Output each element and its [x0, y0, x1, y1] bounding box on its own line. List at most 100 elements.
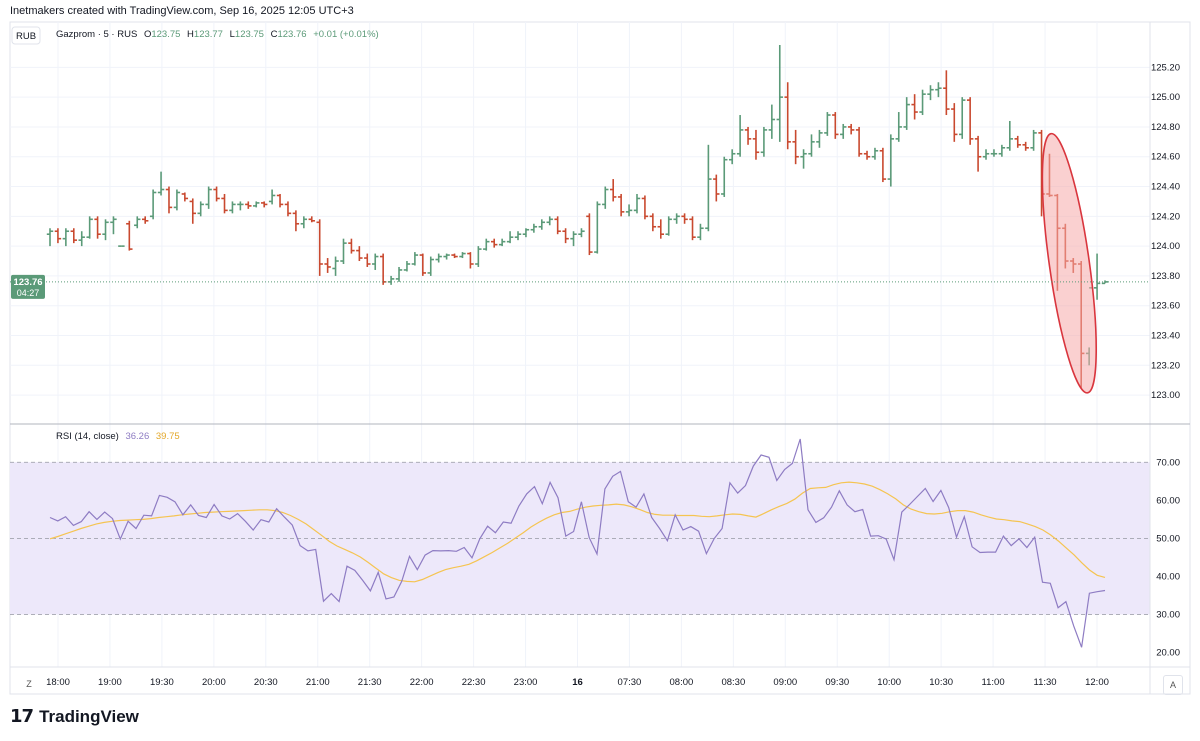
price-tick-label: 123.00 — [1151, 390, 1180, 401]
ohlc-bar — [697, 223, 704, 241]
rsi-axis-labels: 20.00 30.00 40.00 50.00 60.00 70.00 — [1156, 457, 1180, 658]
tradingview-logo[interactable]: 17 TradingView — [10, 706, 139, 727]
ohlc-bar — [253, 201, 260, 208]
time-tick-label: 19:00 — [98, 677, 122, 688]
ohlc-bar — [197, 201, 204, 217]
ohlc-bar — [847, 123, 855, 135]
ohlc-bar — [609, 179, 617, 202]
rsi-line — [49, 438, 1106, 648]
ohlc-bar — [292, 210, 300, 232]
ohlc-bar — [887, 134, 895, 187]
ohlc-bar — [498, 238, 506, 247]
ohlc-bar — [594, 201, 601, 254]
low-value: 123.75 — [235, 29, 264, 40]
ohlc-bar — [395, 266, 403, 282]
tradingview-logo-icon: 17 — [10, 706, 34, 727]
price-tick-label: 123.80 — [1151, 271, 1180, 282]
ohlc-bar — [316, 219, 323, 276]
ohlc-legend: Gazprom · 5 · RUS O123.75 H123.77 L123.7… — [56, 29, 379, 40]
ohlc-bar — [348, 238, 355, 254]
ohlc-bar — [260, 201, 268, 208]
time-tick-label: 11:30 — [1034, 677, 1057, 688]
ohlc-bar — [491, 238, 498, 248]
ohlc-bar — [919, 89, 926, 116]
ohlc-bar — [372, 253, 379, 270]
price-tick-label: 125.00 — [1151, 92, 1180, 103]
ohlc-bar — [221, 193, 228, 214]
ohlc-bar — [935, 82, 942, 98]
main-grid — [10, 22, 1150, 424]
ohlc-bar — [562, 228, 569, 244]
ohlc-bar — [998, 144, 1006, 157]
rsi-ma-line — [49, 481, 1106, 583]
ohlc-bar — [483, 238, 490, 251]
price-tick-label: 123.40 — [1151, 331, 1180, 342]
ohlc-bar — [617, 193, 625, 217]
ohlc-bar — [141, 216, 149, 224]
ohlc-bar — [522, 228, 530, 238]
price-tick-label: 124.00 — [1151, 241, 1180, 252]
rsi-tick-label: 20.00 — [1156, 648, 1180, 659]
time-tick-label: 10:00 — [877, 677, 901, 688]
ohlc-bar — [173, 189, 181, 211]
rsi-ma-value: 39.75 — [156, 431, 180, 442]
rsi-tick-label: 60.00 — [1156, 495, 1180, 506]
ohlc-bar — [475, 246, 482, 267]
ohlc-bar — [165, 186, 173, 214]
chart-credit: Inetmakers created with TradingView.com,… — [10, 5, 354, 17]
ohlc-bar — [54, 228, 62, 244]
ohlc-bar — [62, 228, 70, 247]
ohlc-bar — [855, 126, 863, 157]
price-axis-labels[interactable]: 123.00 123.20 123.40 123.60 123.80 124.00 124.… — [1151, 62, 1180, 401]
time-tick-label: 19:30 — [150, 677, 174, 688]
time-tick-label: 07:30 — [618, 677, 642, 688]
time-tick-label: 10:30 — [929, 677, 953, 688]
ohlc-bar — [237, 201, 244, 211]
ohlc-bar — [974, 135, 982, 172]
ohlc-bar — [1014, 135, 1021, 148]
ohlc-bar — [308, 216, 315, 223]
ohlc-bar — [506, 231, 514, 244]
ohlc-bar — [340, 238, 347, 264]
ohlc-bar — [713, 174, 720, 202]
ohlc-bar — [760, 126, 768, 157]
ohlc-bar — [1093, 253, 1101, 300]
price-tick-label: 124.80 — [1151, 122, 1180, 133]
ohlc-bar — [451, 253, 458, 259]
ohlc-bar — [411, 252, 419, 266]
ohlc-bar — [681, 213, 688, 224]
time-tick-label: 08:30 — [721, 677, 745, 688]
zoom-reset-button[interactable]: Z — [26, 679, 32, 689]
currency-badge[interactable] — [11, 26, 41, 45]
ohlc-bar — [879, 147, 887, 183]
close-value: 123.76 — [277, 29, 306, 40]
ohlc-bar — [736, 115, 744, 157]
ohlc-bar — [863, 150, 871, 160]
ohlc-bar — [840, 123, 847, 139]
ohlc-bar — [245, 201, 252, 209]
price-tick-label: 124.60 — [1151, 152, 1180, 163]
high-value: 123.77 — [194, 29, 223, 40]
time-tick-label: 22:30 — [462, 677, 486, 688]
time-tick-label: 09:30 — [825, 677, 849, 688]
price-tick-label: 124.40 — [1151, 182, 1180, 193]
ohlc-bar — [300, 216, 308, 229]
ohlc-bar — [102, 219, 109, 241]
low-label: L — [230, 29, 235, 40]
rsi-legend-label: RSI (14, close) — [56, 431, 119, 442]
ohlc-bar — [673, 213, 680, 224]
ohlc-bar — [657, 219, 664, 239]
auto-scale-button[interactable]: A — [1163, 675, 1183, 695]
time-tick-label: 09:00 — [773, 677, 797, 688]
ohlc-bar — [1006, 120, 1014, 151]
ohlc-bar — [602, 186, 609, 209]
ohlc-bar — [554, 216, 561, 235]
ohlc-bar — [276, 193, 284, 208]
ohlc-bar — [126, 220, 133, 251]
time-tick-label: 11:00 — [982, 677, 1005, 688]
bar-countdown: 04:27 — [17, 288, 40, 298]
ohlc-bar — [800, 149, 807, 169]
time-axis-labels[interactable]: 18:00 19:00 19:30 20:00 20:30 21:00 21:30 22:00… — [46, 677, 1109, 688]
time-tick-label: 16 — [572, 677, 583, 688]
